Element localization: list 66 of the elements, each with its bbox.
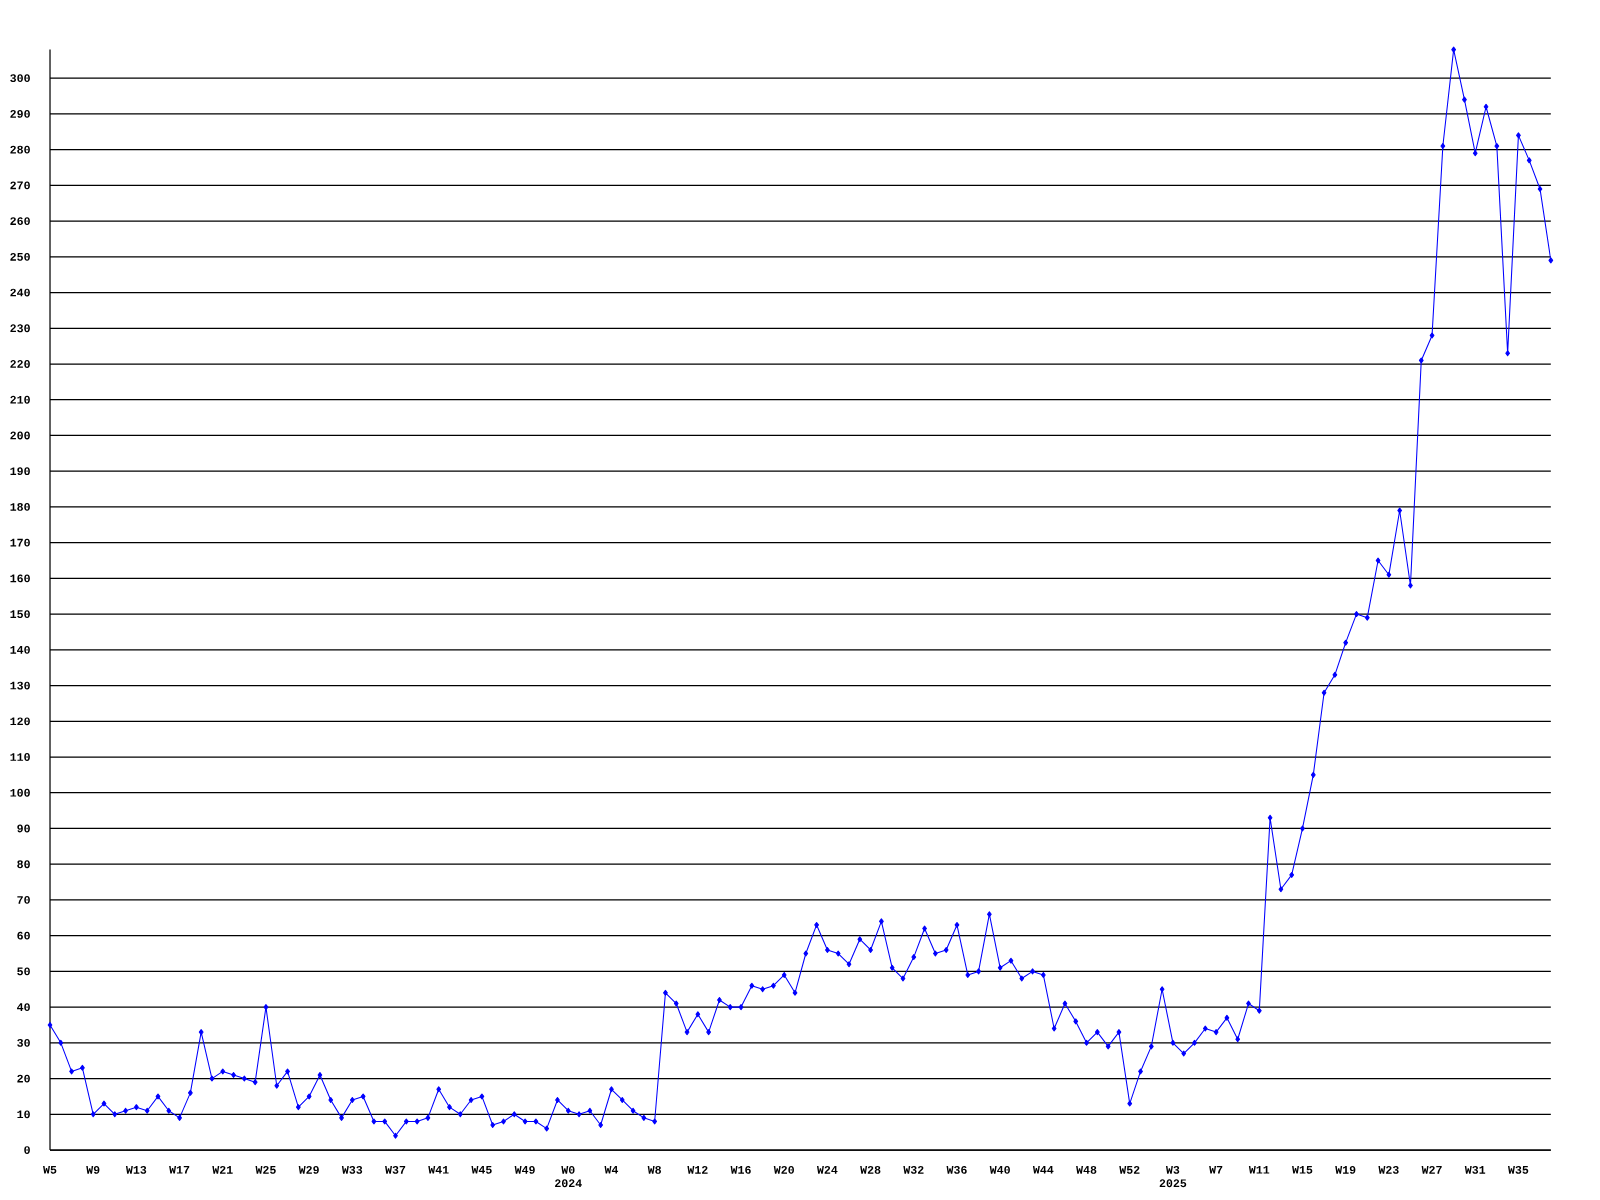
y-tick-label: 80 <box>17 860 30 869</box>
y-tick-label: 230 <box>10 324 30 333</box>
y-tick-label: 270 <box>10 181 30 190</box>
y-tick-label: 30 <box>17 1038 30 1047</box>
y-tick-label: 40 <box>17 1003 30 1012</box>
x-tick-label: W4 <box>604 1165 619 1174</box>
x-tick-label: W28 <box>860 1165 881 1174</box>
x-tick-label: W37 <box>385 1165 406 1174</box>
y-tick-label: 190 <box>10 467 30 476</box>
y-tick-label: 10 <box>17 1110 30 1119</box>
y-tick-label: 250 <box>10 252 30 261</box>
x-tick-label: W9 <box>86 1165 100 1174</box>
y-tick-label: 240 <box>10 288 30 297</box>
x-tick-label: W3 2025 <box>1159 1165 1187 1188</box>
x-tick-label: W7 <box>1209 1165 1223 1174</box>
x-tick-label: W36 <box>946 1165 967 1174</box>
x-tick-label: W40 <box>989 1165 1010 1174</box>
x-tick-label: W13 <box>125 1165 147 1174</box>
y-tick-label: 20 <box>17 1074 30 1083</box>
y-tick-label: 110 <box>10 753 30 761</box>
y-tick-label: 200 <box>10 431 30 440</box>
y-tick-label: 170 <box>10 538 30 547</box>
y-tick-label: 120 <box>10 717 30 726</box>
y-tick-label: 160 <box>10 574 30 583</box>
y-tick-label: 50 <box>17 967 30 976</box>
x-tick-label: W5 <box>43 1165 57 1174</box>
x-tick-label: W45 <box>471 1165 492 1174</box>
x-tick-label: W17 <box>169 1165 190 1174</box>
x-tick-label: W8 <box>647 1165 661 1174</box>
x-tick-label: W12 <box>687 1165 708 1174</box>
y-tick-label: 180 <box>10 503 30 511</box>
x-tick-label: W25 <box>255 1165 276 1174</box>
y-tick-label: 90 <box>17 824 30 833</box>
y-tick-label: 210 <box>10 395 30 404</box>
x-tick-label: W35 <box>1507 1165 1529 1174</box>
x-tick-label: W41 <box>428 1165 449 1174</box>
x-tick-label: W24 <box>816 1165 838 1174</box>
x-tick-label: W19 <box>1335 1165 1356 1174</box>
y-tick-label: 300 <box>10 74 30 83</box>
x-tick-label: W0 2024 <box>555 1165 582 1188</box>
x-tick-label: W11 <box>1248 1165 1270 1174</box>
y-tick-label: 280 <box>10 145 30 154</box>
x-tick-label: W20 <box>773 1165 794 1174</box>
y-tick-label: 150 <box>10 610 30 619</box>
x-tick-label: W48 <box>1076 1165 1097 1174</box>
y-tick-label: 100 <box>10 788 30 797</box>
x-tick-label: W23 <box>1378 1165 1399 1174</box>
x-tick-label: W44 <box>1032 1165 1054 1174</box>
y-tick-label: 140 <box>10 645 30 654</box>
x-tick-label: W21 <box>212 1165 233 1174</box>
x-tick-label: W32 <box>903 1165 924 1174</box>
x-tick-label: W27 <box>1421 1165 1442 1174</box>
y-tick-label: 290 <box>10 110 30 118</box>
y-tick-label: 220 <box>10 360 30 368</box>
y-tick-label: 0 <box>24 1146 30 1154</box>
x-tick-label: W29 <box>298 1165 319 1174</box>
y-tick-label: 60 <box>17 931 30 940</box>
x-tick-label: W15 <box>1292 1165 1313 1174</box>
x-tick-label: W16 <box>730 1165 751 1174</box>
x-tick-label: W52 <box>1119 1165 1140 1174</box>
x-tick-label: W49 <box>514 1165 535 1174</box>
y-tick-label: 130 <box>10 681 30 690</box>
y-tick-label: 70 <box>17 896 30 904</box>
x-tick-label: W31 <box>1464 1165 1486 1174</box>
y-tick-label: 260 <box>10 217 30 226</box>
x-tick-label: W33 <box>341 1165 363 1174</box>
